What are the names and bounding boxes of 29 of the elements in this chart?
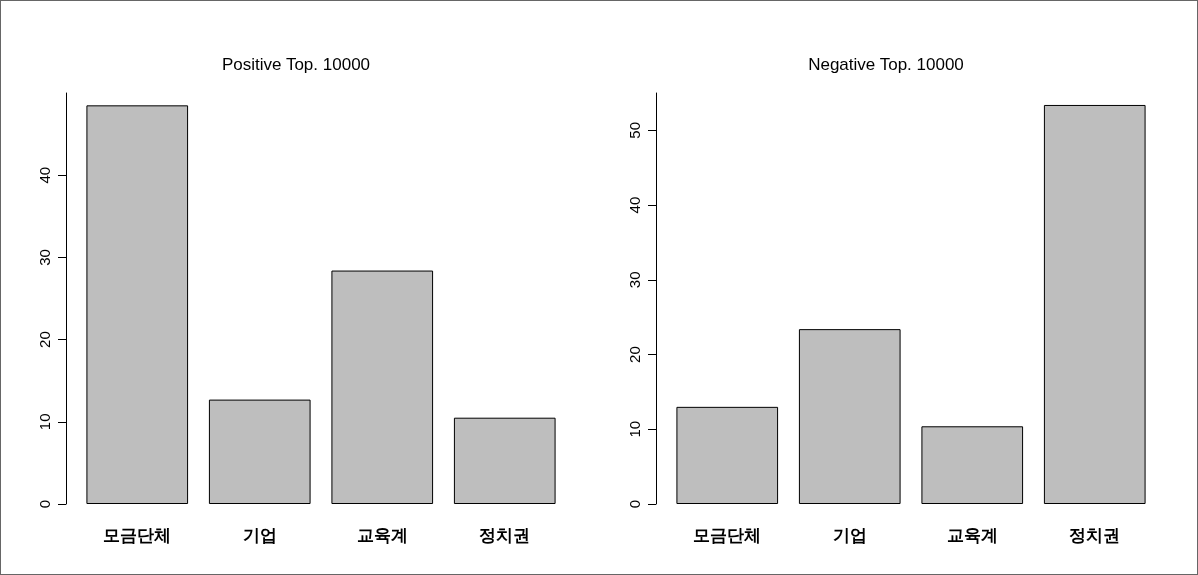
y-tick-label: 40 — [626, 196, 643, 214]
y-tick-label: 30 — [36, 249, 53, 266]
bar — [86, 105, 189, 504]
y-tick-label: 0 — [36, 499, 53, 509]
bar — [453, 417, 556, 504]
bar — [1043, 104, 1146, 504]
bar — [208, 399, 311, 504]
x-tick-label: 모금단체 — [103, 524, 172, 545]
x-tick-label: 정치권 — [1069, 524, 1121, 545]
chart-title: Positive Top. 10000 — [221, 55, 371, 74]
bar — [921, 426, 1024, 504]
x-tick-label: 기업 — [242, 524, 277, 545]
x-tick-label: 모금단체 — [693, 524, 762, 545]
bar — [798, 329, 901, 504]
y-tick-label: 20 — [36, 331, 53, 348]
y-tick-label: 30 — [626, 271, 643, 289]
bar — [331, 270, 434, 504]
x-tick-label: 교육계 — [356, 524, 408, 545]
bar — [676, 406, 779, 504]
y-tick-label: 40 — [36, 166, 53, 184]
x-tick-label: 정치권 — [479, 524, 531, 545]
x-tick-label: 교육계 — [946, 524, 998, 545]
chart-title: Negative Top. 10000 — [808, 55, 964, 74]
y-tick-label: 20 — [626, 346, 643, 363]
x-tick-label: 기업 — [832, 524, 867, 545]
y-tick-label: 10 — [36, 413, 53, 431]
y-tick-label: 0 — [626, 499, 643, 509]
y-tick-label: 10 — [626, 420, 643, 438]
y-tick-label: 50 — [626, 122, 643, 139]
